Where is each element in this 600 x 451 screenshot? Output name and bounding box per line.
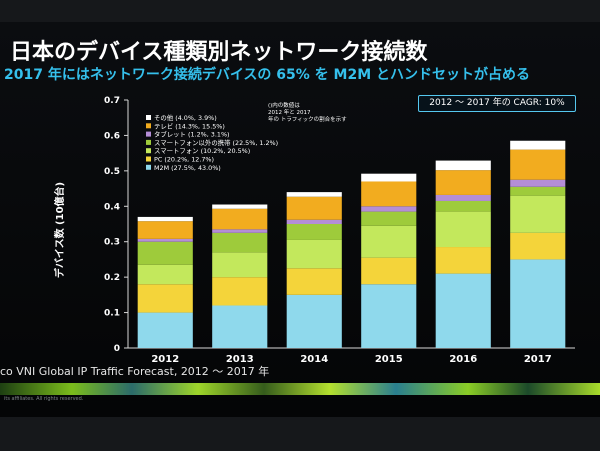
bar-segment-2013-series-3 xyxy=(212,232,268,253)
bar-segment-2012-series-4 xyxy=(137,238,193,242)
bar-segment-2016-series-0 xyxy=(435,273,491,348)
y-axis-title: デバイス数 (10億台) xyxy=(53,182,66,278)
legend-note-line: ()内の数値は xyxy=(268,101,300,109)
bar-segment-2015-series-0 xyxy=(361,284,417,348)
legend-note-line: 年の トラフィックの割合を示す xyxy=(268,115,347,123)
y-tick-label: 0.5 xyxy=(104,167,120,177)
bar-segment-2013-series-0 xyxy=(212,305,268,348)
bar-segment-2016-series-5 xyxy=(435,170,491,195)
x-tick-label-2013: 2013 xyxy=(226,354,254,365)
legend-swatch xyxy=(146,131,151,137)
bar-segment-2017-series-1 xyxy=(510,232,566,260)
bar-segment-2012-series-0 xyxy=(137,312,193,348)
legend-label: PC (20.2%, 12.7%) xyxy=(154,156,214,164)
bar-segment-2014-series-1 xyxy=(286,268,342,295)
x-tick-label-2014: 2014 xyxy=(300,354,328,365)
bar-segment-2012-series-1 xyxy=(137,284,193,313)
bar-segment-2014-series-0 xyxy=(286,294,342,348)
bar-segment-2013-series-5 xyxy=(212,208,268,230)
bar-segment-2014-series-6 xyxy=(286,192,342,197)
bar-segment-2014-series-5 xyxy=(286,196,342,220)
bar-segment-2014-series-3 xyxy=(286,224,342,240)
bar-segment-2016-series-4 xyxy=(435,194,491,201)
y-tick-label: 0.6 xyxy=(104,131,120,141)
legend-label: M2M (27.5%, 43.0%) xyxy=(154,164,221,172)
y-tick-label: 0.4 xyxy=(104,202,120,212)
bar-segment-2015-series-6 xyxy=(361,173,417,182)
legend-label: スマートフォン (10.2%, 20.5%) xyxy=(154,147,250,155)
bar-segment-2015-series-2 xyxy=(361,225,417,258)
x-tick-label-2012: 2012 xyxy=(151,354,179,365)
bar-segment-2014-series-2 xyxy=(286,239,342,269)
footer-color-strip xyxy=(0,383,600,395)
bar-segment-2013-series-4 xyxy=(212,229,268,233)
y-tick-label: 0 xyxy=(114,344,120,354)
bar-segment-2015-series-5 xyxy=(361,181,417,207)
bar-segment-2012-series-6 xyxy=(137,216,193,222)
bar-segment-2016-series-2 xyxy=(435,211,491,248)
bar-segment-2012-series-5 xyxy=(137,221,193,239)
x-tick-label-2017: 2017 xyxy=(524,354,552,365)
legend-label: タブレット (1.2%, 3.1%) xyxy=(154,130,230,139)
bar-segment-2017-series-2 xyxy=(510,195,566,233)
bar-segment-2012-series-3 xyxy=(137,241,193,265)
y-tick-label: 0.1 xyxy=(104,309,120,319)
bar-segment-2017-series-4 xyxy=(510,179,566,187)
x-tick-label-2015: 2015 xyxy=(375,354,403,365)
legend-swatch xyxy=(146,148,151,154)
bar-segment-2016-series-6 xyxy=(435,160,491,171)
slide-title: 日本のデバイス種類別ネットワーク接続数 xyxy=(10,40,428,65)
legend-swatch xyxy=(146,123,151,129)
legend-label: その他 (4.0%, 3.9%) xyxy=(154,113,217,122)
legend-note-line: 2012 年と 2017 xyxy=(268,108,311,116)
y-tick-label: 0.3 xyxy=(104,238,120,248)
bar-segment-2017-series-6 xyxy=(510,140,566,150)
bar-segment-2016-series-3 xyxy=(435,200,491,212)
bar-segment-2015-series-3 xyxy=(361,211,417,226)
slide-subtitle: 2017 年にはネットワーク接続デバイスの 65% を M2M とハンドセットが… xyxy=(4,67,531,83)
y-tick-label: 0.7 xyxy=(104,96,120,106)
bar-segment-2015-series-4 xyxy=(361,206,417,212)
bar-segment-2013-series-1 xyxy=(212,277,268,306)
bar-segment-2013-series-2 xyxy=(212,252,268,278)
legend-swatch xyxy=(146,115,151,120)
bar-segment-2013-series-6 xyxy=(212,204,268,209)
legend-swatch xyxy=(146,139,151,145)
bar-segment-2017-series-3 xyxy=(510,186,566,196)
footer-copyright: its affiliates. All rights reserved. xyxy=(4,396,84,402)
bar-segment-2012-series-2 xyxy=(137,264,193,285)
legend-label: テレビ (14.3%, 15.5%) xyxy=(154,121,225,130)
y-tick-label: 0.2 xyxy=(104,273,120,283)
legend-swatch xyxy=(146,156,151,162)
source-note: co VNI Global IP Traffic Forecast, 2012 … xyxy=(0,365,270,378)
bar-segment-2017-series-0 xyxy=(510,259,566,348)
cagr-callout: 2012 ～ 2017 年の CAGR: 10% xyxy=(418,95,576,112)
legend-swatch xyxy=(146,164,151,170)
bar-segment-2014-series-4 xyxy=(286,219,342,224)
bar-segment-2017-series-5 xyxy=(510,149,566,180)
legend-label: スマートフォン以外の携帯 (22.5%, 1.2%) xyxy=(154,138,278,147)
bar-segment-2016-series-1 xyxy=(435,247,491,274)
bar-segment-2015-series-1 xyxy=(361,257,417,285)
x-tick-label-2016: 2016 xyxy=(449,354,477,365)
